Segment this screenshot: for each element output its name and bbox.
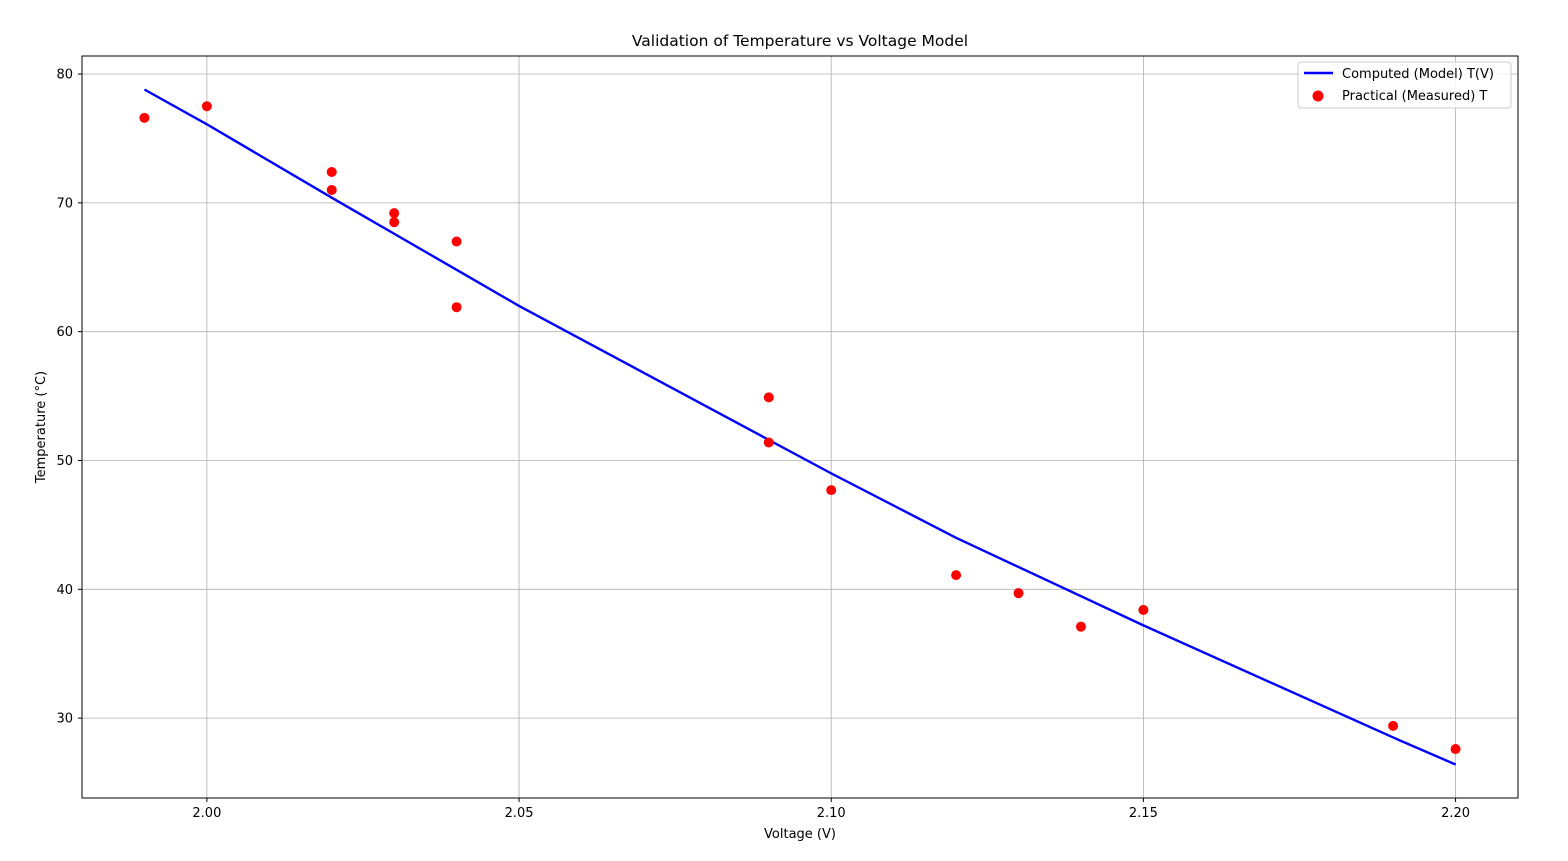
legend-label-model: Computed (Model) T(V): [1342, 67, 1494, 82]
measured-point: [1388, 720, 1399, 731]
model-line: [143, 88, 1457, 766]
measured-point: [451, 236, 462, 247]
measured-point: [201, 101, 212, 112]
measured-point: [451, 302, 462, 313]
x-tick-label: 2.00: [192, 806, 221, 821]
y-tick-label: 30: [56, 712, 73, 727]
measured-point: [1138, 604, 1149, 615]
x-tick-label: 2.15: [1129, 806, 1158, 821]
y-tick-label: 70: [56, 196, 73, 211]
measured-point: [763, 392, 774, 403]
measured-point: [826, 485, 837, 496]
x-tick-label: 2.05: [505, 806, 534, 821]
y-tick-label: 40: [56, 583, 73, 598]
plot-frame: [81, 55, 1519, 799]
measured-point: [389, 217, 400, 228]
measured-point: [1075, 621, 1086, 632]
y-tick-label: 50: [56, 454, 73, 469]
legend: Computed (Model) T(V) Practical (Measure…: [1297, 61, 1512, 109]
measured-point: [1013, 588, 1024, 599]
y-tick-label: 60: [56, 325, 73, 340]
legend-marker-swatch: [1312, 90, 1324, 102]
measured-point: [326, 184, 337, 195]
gridlines: [82, 56, 1518, 798]
y-axis-label: Temperature (°C): [34, 371, 49, 484]
measured-point: [763, 437, 774, 448]
measured-point: [1450, 744, 1461, 755]
chart-title: Validation of Temperature vs Voltage Mod…: [632, 32, 968, 50]
measured-point: [951, 570, 962, 581]
legend-label-measured: Practical (Measured) T: [1342, 89, 1487, 104]
ticks: 2.00 2.05 2.10 2.15 2.20 30 40 50 60 70 80: [56, 68, 1470, 821]
measured-point: [326, 166, 337, 177]
legend-box: [1297, 61, 1512, 109]
plot-area: [82, 56, 1518, 798]
x-tick-label: 2.10: [817, 806, 846, 821]
measured-point: [389, 208, 400, 219]
y-tick-label: 80: [56, 68, 73, 83]
series-layer: [139, 88, 1461, 766]
x-tick-label: 2.20: [1441, 806, 1470, 821]
x-axis-label: Voltage (V): [764, 827, 836, 842]
measured-point: [139, 112, 150, 123]
